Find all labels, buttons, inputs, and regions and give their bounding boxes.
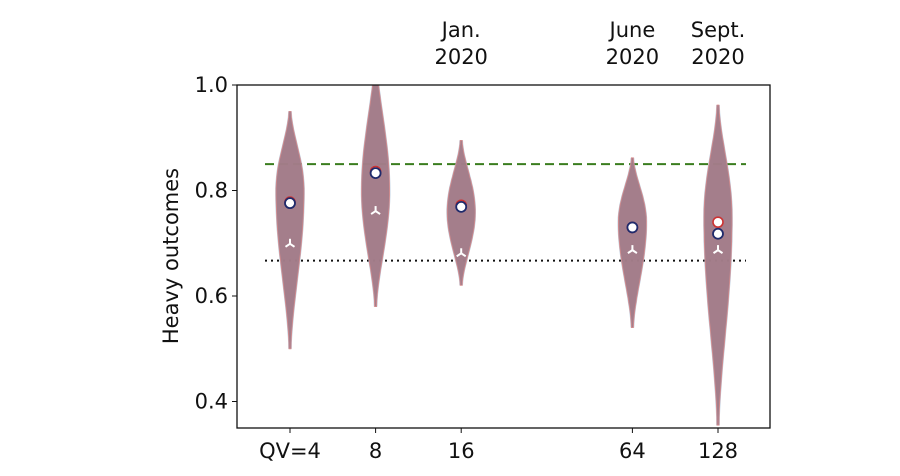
x-tick-label: 128 (698, 439, 738, 463)
median-marker (456, 248, 467, 258)
mean-marker (626, 221, 639, 234)
median-marker (627, 245, 638, 254)
median-arm (627, 249, 633, 254)
date-annotation: 2020 (606, 45, 659, 69)
median-arm (284, 242, 291, 248)
median-arm (456, 252, 462, 258)
x-tick-label: 8 (369, 439, 382, 463)
violin (618, 157, 647, 328)
median-arm (712, 249, 719, 254)
median-marker (284, 238, 296, 248)
median-marker (370, 206, 381, 215)
median-arm (717, 249, 724, 254)
median-marker (712, 245, 724, 254)
mean-marker (369, 167, 382, 179)
violin (361, 85, 390, 307)
violin (446, 140, 476, 286)
median-arm (460, 252, 467, 258)
date-annotation: Sept. (691, 18, 746, 42)
violin (275, 111, 305, 350)
median-arm (289, 242, 296, 248)
y-tick-label: 1.0 (195, 73, 228, 97)
plot-frame (236, 84, 771, 429)
mean-marker (284, 197, 296, 210)
y-tick-label: 0.6 (195, 284, 228, 308)
date-annotation: Jan. (440, 18, 481, 42)
date-annotation: 2020 (434, 45, 487, 69)
median-arm (631, 249, 638, 254)
mean-alt-marker (712, 216, 724, 228)
median-arm (375, 210, 381, 215)
median-arm (370, 210, 377, 215)
x-tick-label: 16 (448, 439, 475, 463)
mean-marker (455, 200, 468, 213)
y-axis-label: Heavy outcomes (159, 168, 183, 344)
x-tick-label: 64 (619, 439, 646, 463)
violin (703, 104, 733, 426)
mean-marker (712, 227, 724, 240)
date-annotation: June (608, 18, 656, 42)
y-tick-label: 0.8 (195, 179, 228, 203)
y-tick-label: 0.4 (195, 390, 228, 414)
date-annotation: 2020 (691, 45, 744, 69)
plot-area (265, 85, 746, 426)
x-tick-label: QV=4 (259, 439, 321, 463)
